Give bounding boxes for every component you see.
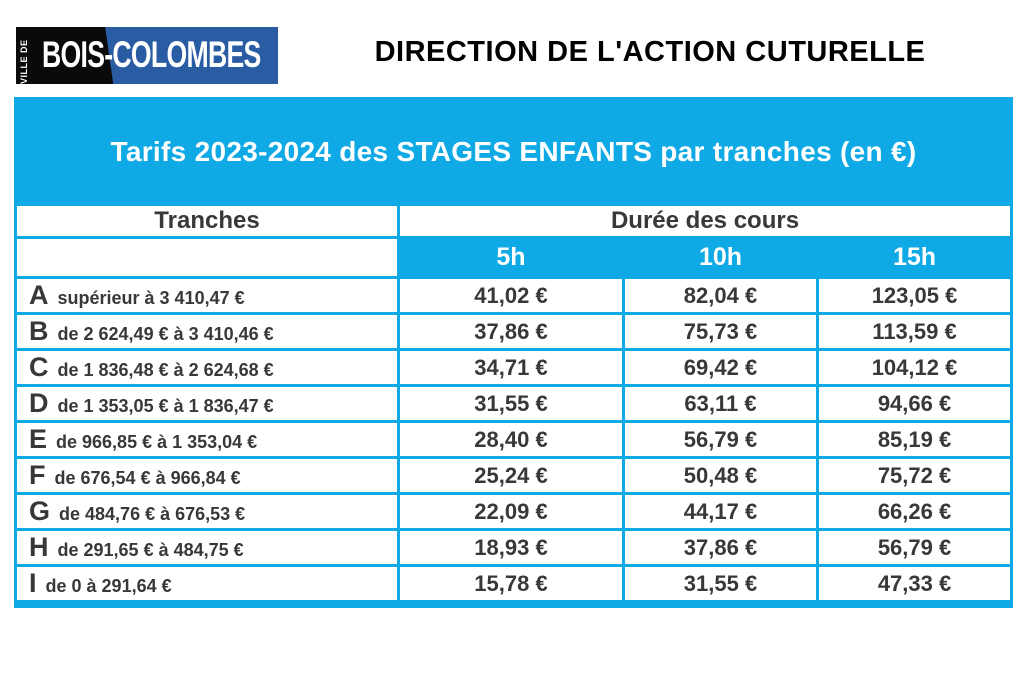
tranche-letter: H — [29, 532, 49, 563]
price-10h: 56,79 € — [622, 420, 819, 459]
column-header-duree-des-cours: Durée des cours — [396, 203, 1014, 239]
price-15h: 56,79 € — [815, 528, 1014, 567]
price-5h: 28,40 € — [397, 420, 625, 459]
price-10h: 50,48 € — [622, 456, 819, 495]
tariff-table: Tarifs 2023-2024 des STAGES ENFANTS par … — [13, 97, 1014, 608]
table-banner-row: Tarifs 2023-2024 des STAGES ENFANTS par … — [13, 97, 1014, 206]
price-15h: 94,66 € — [815, 384, 1014, 423]
duration-header-row: 5h 10h 15h — [14, 236, 1014, 279]
tranche-letter: G — [29, 496, 51, 527]
price-10h: 69,42 € — [622, 348, 819, 387]
table-banner-title: Tarifs 2023-2024 des STAGES ENFANTS par … — [13, 97, 1014, 206]
tranche-range: de 1 836,48 € à 2 624,68 € — [57, 360, 274, 380]
price-10h: 63,11 € — [622, 384, 819, 423]
column-header-tranches: Tranches — [14, 203, 400, 239]
price-15h: 123,05 € — [815, 276, 1014, 315]
price-5h: 41,02 € — [397, 276, 625, 315]
tranche-letter: E — [29, 424, 48, 455]
price-15h: 113,59 € — [815, 312, 1014, 351]
tranche-range: de 484,76 € à 676,53 € — [59, 504, 246, 524]
column-header-5h: 5h — [397, 236, 625, 279]
price-5h: 18,93 € — [397, 528, 625, 567]
price-10h: 75,73 € — [622, 312, 819, 351]
price-15h: 104,12 € — [815, 348, 1014, 387]
tranche-letter: I — [29, 568, 37, 598]
tranche-range: de 1 353,05 € à 1 836,47 € — [57, 396, 274, 416]
tranche-range: de 966,85 € à 1 353,04 € — [56, 432, 258, 452]
tranche-letter: B — [29, 316, 49, 347]
tranche-range: de 2 624,49 € à 3 410,46 € — [57, 324, 274, 344]
price-10h: 82,04 € — [622, 276, 819, 315]
column-header-10h: 10h — [622, 236, 819, 279]
price-10h: 37,86 € — [622, 528, 819, 567]
price-15h: 75,72 € — [815, 456, 1014, 495]
tranche-letter: A — [29, 280, 49, 311]
price-5h: 34,71 € — [397, 348, 625, 387]
tranche-letter: F — [29, 460, 46, 491]
column-header-15h: 15h — [815, 236, 1014, 279]
page-title: DIRECTION DE L'ACTION CUTURELLE — [374, 36, 926, 68]
bois-colombes-logo: VILLE DE BOIS-COLOMBES — [16, 27, 278, 84]
tranche-range: de 291,65 € à 484,75 € — [57, 540, 244, 560]
price-10h: 44,17 € — [622, 492, 819, 531]
tranche-letter: D — [29, 388, 49, 419]
tranche-letter: C — [29, 352, 49, 383]
price-5h: 31,55 € — [397, 384, 625, 423]
logo-city-name: BOIS-COLOMBES — [42, 33, 261, 75]
table-header-row: Tranches Durée des cours — [14, 203, 1014, 239]
price-5h: 37,86 € — [397, 312, 625, 351]
price-10h: 31,55 € — [622, 564, 819, 606]
price-15h: 47,33 € — [815, 564, 1014, 606]
logo-ville-de-text: VILLE DE — [19, 39, 29, 84]
tranche-range: de 676,54 € à 966,84 € — [54, 468, 241, 488]
tranche-range: supérieur à 3 410,47 € — [57, 288, 245, 308]
price-5h: 22,09 € — [397, 492, 625, 531]
price-5h: 15,78 € — [397, 564, 625, 606]
price-5h: 25,24 € — [397, 456, 625, 495]
price-15h: 66,26 € — [815, 492, 1014, 531]
tranche-range: de 0 à 291,64 € — [45, 576, 172, 596]
document-header: VILLE DE BOIS-COLOMBES DIRECTION DE L'AC… — [0, 0, 1024, 97]
blank-cell — [14, 236, 400, 279]
price-15h: 85,19 € — [815, 420, 1014, 459]
